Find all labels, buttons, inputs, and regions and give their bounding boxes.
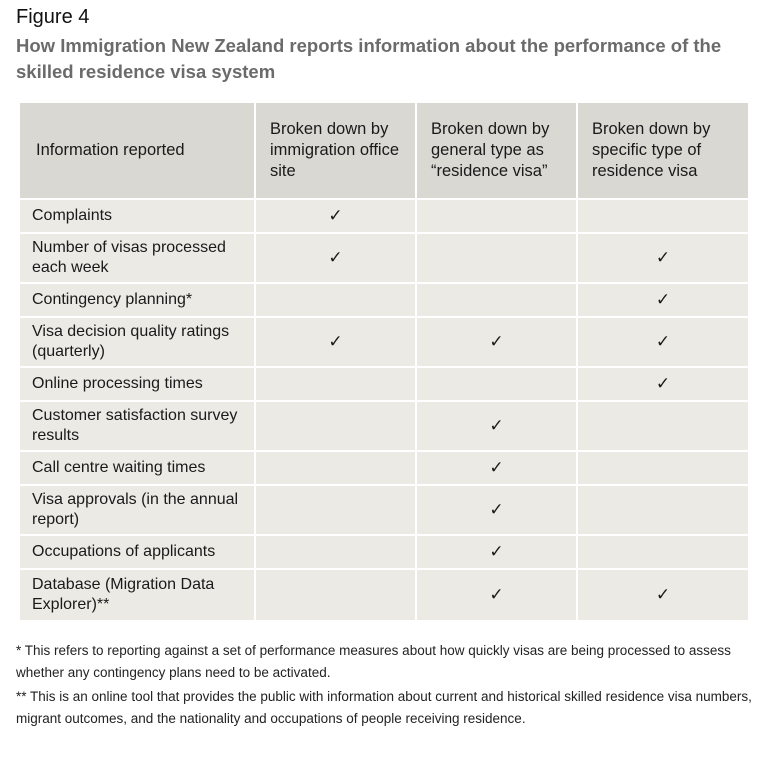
empty-cell (415, 232, 578, 284)
check-mark-icon: ✓ (254, 198, 417, 234)
check-mark-icon: ✓ (415, 534, 578, 570)
footnote: * This refers to reporting against a set… (16, 643, 731, 680)
reporting-table: Information reported Broken down by immi… (18, 101, 750, 622)
check-mark-icon: ✓ (415, 400, 578, 452)
row-label: Contingency planning* (18, 282, 256, 318)
figure-label: Figure 4 (16, 6, 90, 28)
empty-cell (576, 198, 750, 234)
header-office-site: Broken down by immigration office site (254, 101, 417, 200)
empty-cell (254, 568, 417, 622)
row-label: Number of visas processed each week (18, 232, 256, 284)
empty-cell (254, 366, 417, 402)
empty-cell (576, 400, 750, 452)
header-specific-type: Broken down by specific type of residenc… (576, 101, 750, 200)
row-label: Customer satisfaction survey results (18, 400, 256, 452)
figure-title: How Immigration New Zealand reports info… (16, 35, 722, 82)
table-row: Visa approvals (in the annual report) ✓ (18, 484, 750, 536)
table-row: Customer satisfaction survey results ✓ (18, 400, 750, 452)
empty-cell (254, 282, 417, 318)
empty-cell (415, 282, 578, 318)
footnote: ** This is an online tool that provides … (16, 689, 752, 726)
empty-cell (576, 484, 750, 536)
empty-cell (254, 484, 417, 536)
check-mark-icon: ✓ (576, 568, 750, 622)
check-mark-icon: ✓ (415, 316, 578, 368)
empty-cell (254, 400, 417, 452)
table-row: Call centre waiting times ✓ (18, 450, 750, 486)
table-row: Online processing times ✓ (18, 366, 750, 402)
row-label: Visa approvals (in the annual report) (18, 484, 256, 536)
row-label: Occupations of applicants (18, 534, 256, 570)
table-row: Database (Migration Data Explorer)** ✓ ✓ (18, 568, 750, 622)
check-mark-icon: ✓ (415, 568, 578, 622)
empty-cell (415, 366, 578, 402)
row-label: Complaints (18, 198, 256, 234)
table-row: Complaints ✓ (18, 198, 750, 234)
table-row: Contingency planning* ✓ (18, 282, 750, 318)
empty-cell (254, 450, 417, 486)
header-row: Information reported Broken down by immi… (18, 101, 750, 200)
header-information-reported: Information reported (18, 101, 256, 200)
check-mark-icon: ✓ (254, 232, 417, 284)
table-row: Visa decision quality ratings (quarterly… (18, 316, 750, 368)
check-mark-icon: ✓ (415, 484, 578, 536)
empty-cell (415, 198, 578, 234)
header-general-type: Broken down by general type as “residenc… (415, 101, 578, 200)
check-mark-icon: ✓ (415, 450, 578, 486)
table-body: Complaints ✓ Number of visas processed eac… (18, 198, 750, 622)
table-row: Occupations of applicants ✓ (18, 534, 750, 570)
row-label: Online processing times (18, 366, 256, 402)
row-label: Call centre waiting times (18, 450, 256, 486)
row-label: Visa decision quality ratings (quarterly… (18, 316, 256, 368)
check-mark-icon: ✓ (254, 316, 417, 368)
check-mark-icon: ✓ (576, 316, 750, 368)
check-mark-icon: ✓ (576, 232, 750, 284)
row-label: Database (Migration Data Explorer)** (18, 568, 256, 622)
table-row: Number of visas processed each week ✓ ✓ (18, 232, 750, 284)
check-mark-icon: ✓ (576, 282, 750, 318)
empty-cell (576, 450, 750, 486)
empty-cell (576, 534, 750, 570)
check-mark-icon: ✓ (576, 366, 750, 402)
empty-cell (254, 534, 417, 570)
